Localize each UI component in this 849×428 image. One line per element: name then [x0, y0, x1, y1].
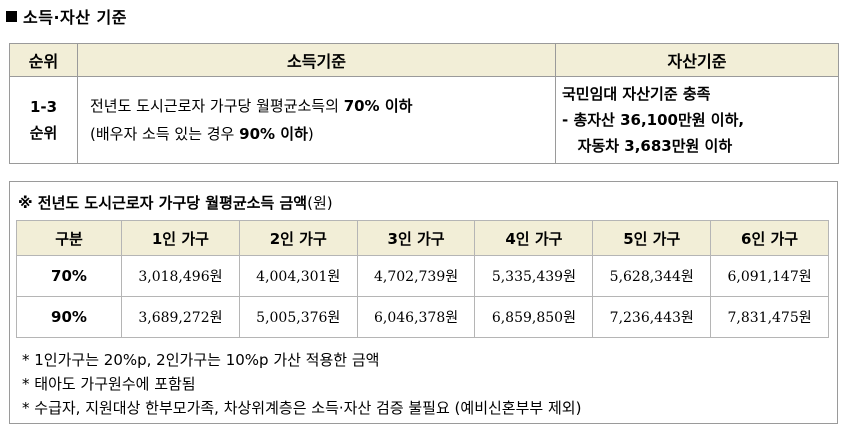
rank-line-2: 순위 — [29, 124, 58, 142]
income-bold-2: 90% 이하 — [239, 125, 308, 143]
rank-line-1: 1-3 — [29, 98, 58, 116]
amount-header-row: 구분 1인 가구 2인 가구 3인 가구 4인 가구 5인 가구 6인 가구 — [16, 220, 829, 256]
income-amount-box: ※ 전년도 도시근로자 가구당 월평균소득 금액(원) 구분 1인 가구 2인 … — [9, 181, 838, 424]
amount-cell: 3,689,272원 — [121, 296, 240, 338]
criteria-row: 1-3 순위 전년도 도시근로자 가구당 월평균소득의 70% 이하 (배우자 … — [9, 76, 839, 164]
col-header: 3인 가구 — [356, 220, 476, 256]
header-rank: 순위 — [9, 43, 78, 77]
income-cell: 전년도 도시근로자 가구당 월평균소득의 70% 이하 (배우자 소득 있는 경… — [77, 76, 556, 164]
col-header: 구분 — [16, 220, 122, 256]
amount-cell: 5,005,376원 — [238, 296, 358, 338]
col-header: 5인 가구 — [592, 220, 712, 256]
income-line-2: (배우자 소득 있는 경우 90% 이하) — [90, 120, 554, 148]
amount-cell: 6,046,378원 — [356, 296, 476, 338]
asset-line-3: 자동차 3,683만원 이하 — [562, 137, 733, 155]
section-title: 소득·자산 기준 — [6, 4, 127, 28]
footnote-2: * 태아도 가구원수에 포함됨 — [22, 375, 196, 393]
amount-heading: ※ 전년도 도시근로자 가구당 월평균소득 금액(원) — [18, 192, 333, 213]
income-bold-1: 70% 이하 — [343, 97, 413, 115]
header-asset: 자산기준 — [555, 43, 839, 77]
income-text-2: (배우자 소득 있는 경우 — [90, 125, 240, 143]
asset-cell: 국민임대 자산기준 충족 - 총자산 36,100만원 이하, 자동차 3,68… — [555, 76, 839, 164]
amount-heading-bold: ※ 전년도 도시근로자 가구당 월평균소득 금액 — [18, 194, 308, 212]
footnote-1: * 1인가구는 20%p, 2인가구는 10%p 가산 적용한 금액 — [22, 351, 380, 369]
amount-cell: 6,091,147원 — [710, 255, 829, 297]
header-income: 소득기준 — [77, 43, 556, 77]
criteria-header-row: 순위 소득기준 자산기준 — [9, 43, 839, 77]
amount-cell: 4,702,739원 — [356, 255, 476, 297]
amount-cell: 5,335,439원 — [474, 255, 594, 297]
square-bullet-icon — [6, 11, 17, 22]
amount-cell: 7,236,443원 — [592, 296, 712, 338]
criteria-table: 순위 소득기준 자산기준 1-3 순위 전년도 도시근로자 가구당 월평균소득의… — [9, 43, 839, 164]
amount-heading-unit: (원) — [307, 194, 333, 212]
table-row: 90% 3,689,272원 5,005,376원 6,046,378원 6,8… — [16, 296, 829, 338]
income-text-2-end: ) — [307, 125, 314, 143]
amount-cell: 3,018,496원 — [121, 255, 240, 297]
table-row: 70% 3,018,496원 4,004,301원 4,702,739원 5,3… — [16, 255, 829, 297]
amount-cell: 6,859,850원 — [474, 296, 594, 338]
section-title-text: 소득·자산 기준 — [23, 8, 127, 27]
income-text-1: 전년도 도시근로자 가구당 월평균소득의 — [90, 97, 344, 115]
amount-table: 구분 1인 가구 2인 가구 3인 가구 4인 가구 5인 가구 6인 가구 7… — [16, 220, 829, 338]
row-label: 70% — [16, 255, 122, 297]
asset-line-1: 국민임대 자산기준 충족 — [562, 85, 711, 103]
row-label: 90% — [16, 296, 122, 338]
income-line-1: 전년도 도시근로자 가구당 월평균소득의 70% 이하 — [90, 92, 554, 120]
col-header: 4인 가구 — [474, 220, 594, 256]
asset-line-2: - 총자산 36,100만원 이하, — [562, 111, 745, 129]
amount-cell: 5,628,344원 — [592, 255, 712, 297]
col-header: 6인 가구 — [710, 220, 829, 256]
footnote-3: * 수급자, 지원대상 한부모가족, 차상위계층은 소득·자산 검증 불필요 (… — [22, 399, 582, 417]
col-header: 2인 가구 — [238, 220, 358, 256]
col-header: 1인 가구 — [121, 220, 240, 256]
rank-cell: 1-3 순위 — [9, 76, 78, 164]
amount-cell: 7,831,475원 — [710, 296, 829, 338]
amount-cell: 4,004,301원 — [238, 255, 358, 297]
